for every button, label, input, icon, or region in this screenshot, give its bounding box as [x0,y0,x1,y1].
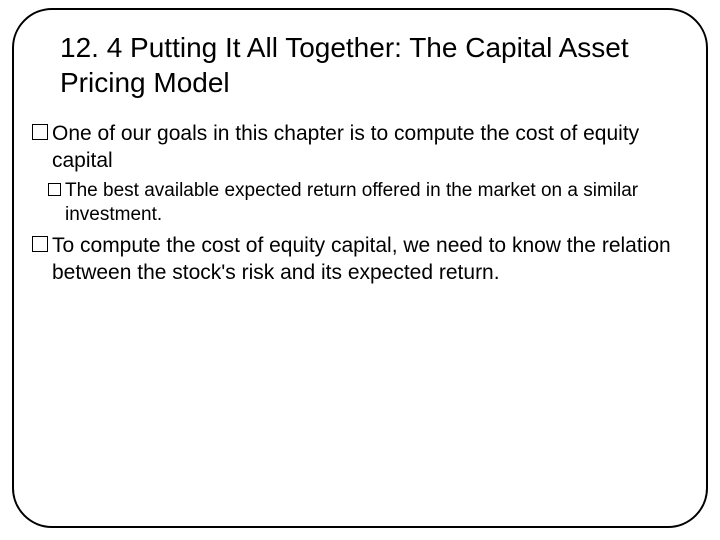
square-bullet-icon [48,183,61,196]
bullet-item: One of our goals in this chapter is to c… [32,120,682,175]
square-bullet-icon [32,124,48,140]
bullet-text: To compute the cost of equity capital, w… [52,232,682,287]
bullet-text: The best available expected return offer… [65,179,682,228]
slide-frame: 12. 4 Putting It All Together: The Capit… [12,8,708,528]
bullet-text: One of our goals in this chapter is to c… [52,120,682,175]
slide-title: 12. 4 Putting It All Together: The Capit… [60,30,682,100]
square-bullet-icon [32,236,48,252]
bullet-item: The best available expected return offer… [48,179,682,228]
slide-content: One of our goals in this chapter is to c… [38,120,682,287]
bullet-item: To compute the cost of equity capital, w… [32,232,682,287]
